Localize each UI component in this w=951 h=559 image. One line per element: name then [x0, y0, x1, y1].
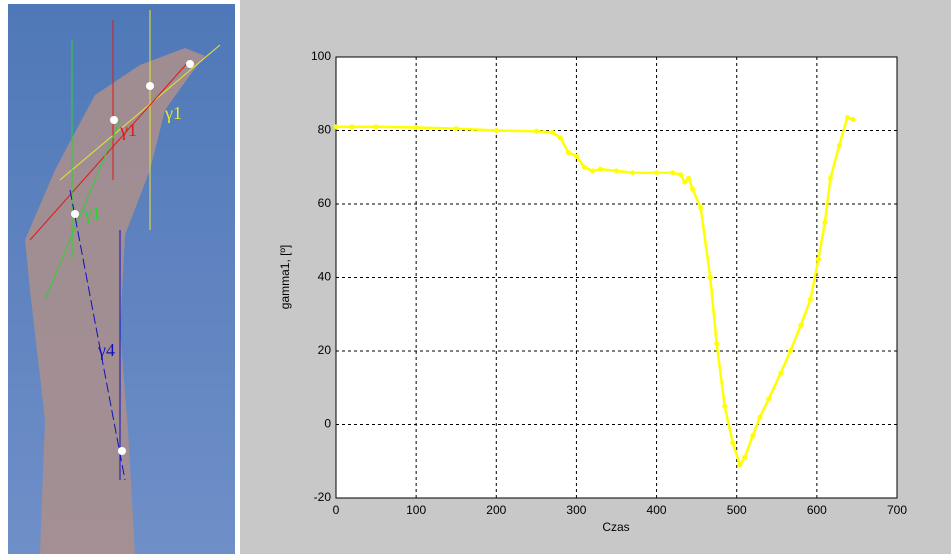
data-point	[698, 205, 704, 211]
data-point	[581, 164, 587, 170]
photo-label: γ1	[119, 120, 137, 140]
data-point	[766, 396, 772, 402]
photo-labels: γ1 γ1 γ1 γ4	[83, 103, 182, 360]
data-point	[827, 175, 833, 181]
x-tick-label: 600	[807, 503, 827, 517]
data-point	[844, 115, 850, 121]
data-point	[822, 219, 828, 225]
y-tick-label: 60	[318, 196, 332, 210]
data-point	[807, 297, 813, 303]
data-point	[836, 142, 842, 148]
data-point	[549, 129, 555, 135]
x-tick-label: 300	[566, 503, 586, 517]
x-tick-label: 100	[406, 503, 426, 517]
data-point	[373, 124, 379, 130]
data-point	[453, 126, 459, 132]
data-point	[630, 170, 636, 176]
x-tick-label: 400	[647, 503, 667, 517]
data-point	[565, 150, 571, 156]
data-point	[349, 124, 355, 130]
data-point	[493, 128, 499, 133]
data-point	[722, 403, 728, 409]
y-tick-label: 40	[318, 270, 332, 284]
data-point	[742, 455, 748, 461]
data-point	[670, 170, 676, 176]
data-point	[614, 168, 619, 174]
data-point	[686, 175, 692, 181]
data-point	[757, 414, 763, 420]
photo-annotations	[29, 10, 221, 481]
data-point	[690, 186, 696, 192]
y-tick-label: -20	[314, 490, 332, 504]
y-tick-label: 0	[324, 417, 331, 431]
x-tick-label: 500	[727, 503, 747, 517]
photo-label: γ1	[164, 103, 182, 123]
data-point	[333, 124, 339, 130]
data-point	[573, 153, 579, 159]
data-point	[678, 172, 684, 178]
data-point	[557, 135, 563, 141]
y-axis-label: gamma1, [º]	[278, 245, 292, 309]
data-point	[654, 170, 660, 176]
x-tick-label: 700	[887, 503, 907, 517]
x-axis-label: Czas	[602, 520, 629, 534]
data-point	[533, 128, 539, 134]
data-point	[787, 348, 793, 354]
data-point	[413, 125, 419, 131]
data-point	[707, 275, 713, 280]
plot-area	[335, 56, 898, 499]
x-tick-label: 0	[333, 503, 340, 517]
y-tick-label: 20	[318, 343, 332, 357]
data-point	[798, 322, 804, 328]
data-point	[682, 179, 688, 185]
data-point	[850, 116, 856, 122]
data-point	[714, 341, 720, 347]
data-point	[730, 440, 736, 446]
y-tick-label: 80	[318, 123, 332, 137]
hand	[25, 48, 205, 554]
data-point	[589, 168, 595, 174]
y-tick-label: 100	[311, 49, 331, 63]
x-tick-label: 200	[486, 503, 506, 517]
data-line	[336, 116, 854, 468]
data-point	[778, 370, 784, 376]
photo-label: γ4	[97, 340, 115, 360]
data-point	[750, 433, 756, 439]
data-point	[597, 166, 603, 172]
data-point	[815, 256, 821, 262]
data-point	[737, 462, 743, 468]
photo-label: γ1	[83, 203, 101, 223]
axes-frame	[335, 56, 898, 499]
